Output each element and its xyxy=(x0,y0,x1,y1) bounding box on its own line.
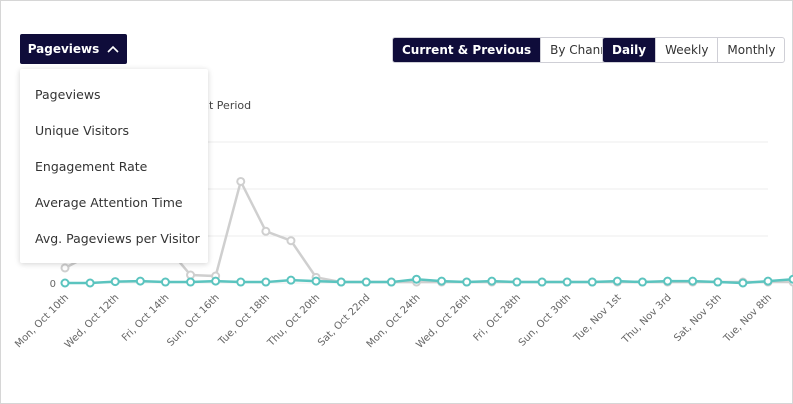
data-point xyxy=(587,277,597,287)
data-point xyxy=(286,236,296,246)
data-point xyxy=(713,277,723,287)
data-point xyxy=(738,278,748,288)
metric-menu: Pageviews Unique Visitors Engagement Rate A… xyxy=(20,69,208,263)
data-point xyxy=(688,276,698,286)
menu-option[interactable]: Engagement Rate xyxy=(35,159,148,174)
x-tick-label: Sat, Oct 22nd xyxy=(316,292,372,348)
x-tick-label: Tue, Nov 8th xyxy=(721,292,774,345)
chevron-icon xyxy=(107,45,119,53)
data-point xyxy=(763,276,773,286)
data-point xyxy=(236,176,246,186)
menu-option[interactable]: Unique Visitors xyxy=(35,123,130,138)
period-toggle: Daily Weekly Monthly xyxy=(602,37,786,63)
data-point xyxy=(537,277,547,287)
metric-dropdown-button[interactable]: Pageviews xyxy=(20,34,127,64)
data-point xyxy=(286,275,296,285)
x-tick-label: Fri, Oct 28th xyxy=(472,292,523,343)
data-point xyxy=(60,263,70,273)
data-point xyxy=(60,278,70,288)
data-point xyxy=(236,277,246,287)
toggle-option[interactable]: Monthly xyxy=(717,38,784,62)
x-tick-label: Sat, Nov 5th xyxy=(672,292,724,344)
data-point xyxy=(160,277,170,287)
data-point xyxy=(311,276,321,286)
toggle-option[interactable]: Current & Previous xyxy=(393,38,541,62)
data-point xyxy=(562,277,572,287)
compare-toggle: Current & Previous By Channel xyxy=(392,37,629,63)
data-point xyxy=(612,276,622,286)
toggle-option[interactable]: By Channel xyxy=(540,38,627,62)
data-point xyxy=(336,277,346,287)
x-tick-label: Wed, Oct 26th xyxy=(414,292,472,350)
data-point xyxy=(135,276,145,286)
data-point xyxy=(512,277,522,287)
x-tick-label: Tue, Oct 18th xyxy=(216,292,272,348)
x-tick-label: Thu, Nov 3rd xyxy=(620,292,674,346)
toggle-option[interactable]: Daily xyxy=(603,38,656,62)
menu-option[interactable]: Avg. Pageviews per Visitor xyxy=(35,231,200,246)
data-point xyxy=(211,276,221,286)
data-point xyxy=(186,277,196,287)
y-tick-label: 0 xyxy=(50,279,56,290)
data-point xyxy=(663,276,673,286)
toggle-option[interactable]: Weekly xyxy=(655,38,717,62)
data-point xyxy=(412,274,421,284)
data-point xyxy=(110,277,120,287)
menu-option[interactable]: Pageviews xyxy=(35,87,101,102)
data-point xyxy=(637,277,647,287)
data-point xyxy=(261,226,271,236)
x-tick-label: Mon, Oct 10th xyxy=(13,292,71,350)
data-point xyxy=(186,270,196,280)
data-point xyxy=(361,277,371,287)
x-tick-label: Sun, Oct 30th xyxy=(517,292,573,348)
x-tick-label: Tue, Nov 1st xyxy=(571,292,623,344)
x-tick-label: Fri, Oct 14th xyxy=(120,292,171,343)
metric-label: Pageviews xyxy=(27,42,100,56)
x-tick-label: Thu, Oct 20th xyxy=(265,292,322,349)
data-point xyxy=(437,276,447,286)
data-point xyxy=(788,274,793,284)
data-point xyxy=(386,277,396,287)
x-tick-label: Wed, Oct 12th xyxy=(63,292,121,350)
data-point xyxy=(487,276,497,286)
data-point xyxy=(462,277,472,287)
x-tick-label: Mon, Oct 24th xyxy=(365,292,423,350)
x-tick-label: Sun, Oct 16th xyxy=(165,292,221,348)
menu-option[interactable]: Average Attention Time xyxy=(35,195,183,210)
data-point xyxy=(85,278,95,288)
data-point xyxy=(261,277,271,287)
